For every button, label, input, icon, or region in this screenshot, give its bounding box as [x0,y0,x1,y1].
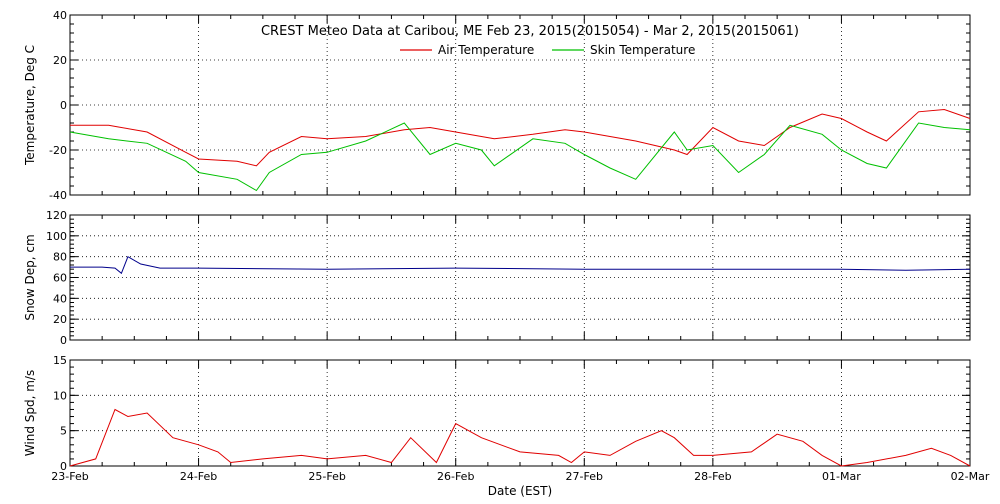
panel-2: 0 5 10 15 Wind Spd, m/s [23,354,971,473]
y-tick-label: -20 [49,144,67,157]
y-tick-label: 0 [60,334,67,347]
series-line-0-0 [70,108,971,167]
y-tick-label: 120 [46,209,67,222]
series-line-1-0 [70,255,971,275]
y-axis-title: Snow Dep, cm [23,234,37,320]
x-tick-label: 28-Feb [694,470,731,483]
chart-legend: Air Temperature Skin Temperature [400,43,695,57]
x-axis-title: Date (EST) [488,484,552,498]
x-tick-label: 27-Feb [566,470,603,483]
x-tick-label: 01-Mar [822,470,861,483]
y-axis-title: Wind Spd, m/s [23,370,37,456]
y-tick-label: 40 [53,292,67,305]
x-tick-label: 25-Feb [308,470,345,483]
legend-air-label: Air Temperature [438,43,534,57]
y-axis-title: Temperature, Deg C [23,45,37,166]
y-tick-label: 60 [53,272,67,285]
y-tick-label: 20 [53,313,67,326]
y-tick-label: 15 [53,354,67,367]
plot-frame [69,359,971,467]
x-tick-label: 23-Feb [51,470,88,483]
y-tick-label: 0 [60,460,67,473]
chart-panels: -40 -20 0 20 40 Temperature, Deg C 0 20 40 60 80 10… [23,9,990,483]
y-tick-label: 20 [53,54,67,67]
series-line-0-1 [69,122,971,192]
y-tick-label: 10 [53,389,67,402]
x-tick-label: 26-Feb [437,470,474,483]
y-tick-label: 100 [46,230,67,243]
y-tick-label: -40 [49,189,67,202]
panel-1: 0 20 40 60 80 100 120 Snow Dep, cm [23,209,971,347]
y-tick-label: 5 [60,425,67,438]
x-tick-label: 02-Mar [951,470,990,483]
y-tick-label: 40 [53,9,67,22]
legend-skin-label: Skin Temperature [590,43,695,57]
series-line-2-0 [69,408,971,467]
x-tick-label: 24-Feb [180,470,217,483]
y-tick-label: 80 [53,251,67,264]
y-tick-label: 0 [60,99,67,112]
panel-0: -40 -20 0 20 40 Temperature, Deg C [23,9,971,202]
chart-title: CREST Meteo Data at Caribou, ME Feb 23, … [261,24,799,39]
